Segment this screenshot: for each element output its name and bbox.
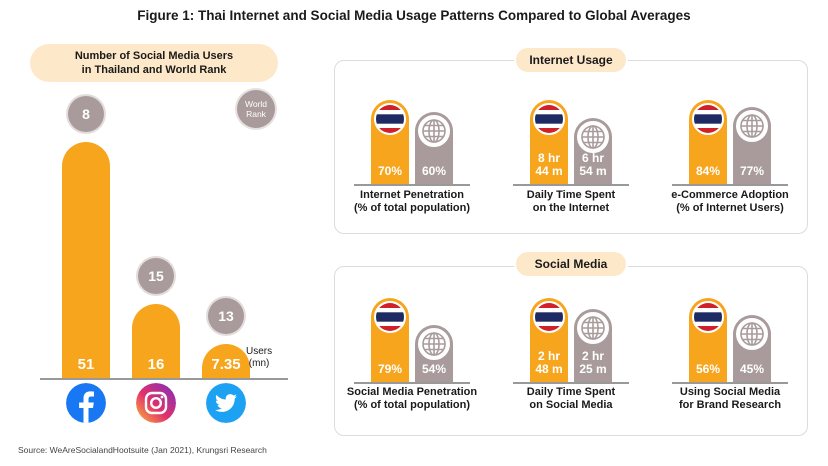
thailand-flag-icon [533, 301, 565, 333]
globe-icon [736, 317, 768, 350]
bar-value-label: 2 hr 48 m [535, 349, 563, 376]
bar-value-label: 54% [421, 361, 447, 376]
metric-label: Daily Time Spent on Social Media [526, 386, 616, 411]
thailand-bar: 2 hr 48 m [530, 298, 568, 382]
thailand-flag-icon [374, 301, 406, 333]
globe-icon [736, 110, 768, 142]
bar-value-label: 51 [77, 356, 95, 373]
social-media-title: Social Media [516, 252, 626, 276]
bar-value-label: 16 [147, 356, 165, 373]
metric-baseline [354, 184, 470, 186]
x-axis-line [40, 378, 288, 380]
metric-baseline [672, 382, 788, 384]
world-bar: 6 hr 54 m [574, 117, 612, 184]
users-unit-label: Users (mn) [246, 346, 273, 369]
globe-icon [577, 312, 609, 345]
source-note: Source: WeAreSocialandHootsuite (Jan 202… [18, 445, 267, 455]
bar-value-label: 2 hr 25 m [579, 348, 607, 376]
metric-label: Using Social Media for Brand Research [678, 386, 782, 411]
thailand-bar: 56% [689, 298, 727, 382]
thailand-bar: 79% [371, 298, 409, 382]
bar-twitter [202, 343, 250, 378]
world-rank-circle: 8 [68, 96, 104, 132]
metric-baseline [672, 184, 788, 186]
world-bar: 45% [733, 314, 771, 382]
bar-value-label: 7.35 [211, 356, 241, 373]
world-bar: 54% [415, 324, 453, 382]
thailand-bar: 70% [371, 100, 409, 184]
figure-title: Figure 1: Thai Internet and Social Media… [137, 8, 691, 23]
metric-label: Internet Penetration (% of total populati… [353, 189, 471, 214]
instagram-icon [136, 383, 176, 423]
metric-baseline [513, 184, 629, 186]
internet-usage-title: Internet Usage [516, 48, 626, 72]
world-bar: 77% [733, 107, 771, 184]
world-rank-circle: 15 [138, 257, 174, 294]
globe-icon [418, 115, 450, 147]
thailand-flag-icon [374, 103, 406, 135]
bar-instagram [132, 303, 180, 378]
metric-baseline [513, 382, 629, 384]
facebook-icon [66, 383, 106, 423]
world-rank-circle: 13 [208, 297, 244, 334]
bar-value-label: 45% [739, 362, 765, 376]
world-bar: 60% [415, 112, 453, 184]
metric-label: e-Commerce Adoption (% of Internet Users) [671, 189, 789, 214]
bar-value-label: 6 hr 54 m [579, 150, 607, 178]
metric-label: Daily Time Spent on the Internet [526, 189, 616, 214]
world-bar: 2 hr 25 m [574, 309, 612, 382]
bar-value-label: 60% [421, 164, 447, 178]
bar-value-label: 8 hr 44 m [535, 151, 563, 178]
thailand-bar: 8 hr 44 m [530, 100, 568, 184]
globe-icon [418, 327, 450, 360]
social-users-chart-title: Number of Social Media Users in Thailand … [30, 44, 278, 82]
twitter-icon [206, 383, 246, 423]
globe-icon [577, 120, 609, 153]
bar-value-label: 84% [695, 164, 721, 178]
bar-value-label: 79% [377, 362, 403, 376]
metric-label: Social Media Penetration (% of total popu… [346, 386, 478, 411]
bar-value-label: 77% [739, 164, 765, 178]
metric-baseline [354, 382, 470, 384]
bar-value-label: 70% [377, 164, 403, 178]
internet-usage-panel [334, 60, 808, 234]
thailand-bar: 84% [689, 100, 727, 184]
bar-facebook [62, 142, 110, 378]
thailand-flag-icon [692, 103, 724, 135]
thailand-flag-icon [533, 103, 565, 135]
thailand-flag-icon [692, 301, 724, 333]
social-media-panel [334, 266, 808, 436]
bar-value-label: 56% [695, 362, 721, 376]
world-rank-badge: World Rank [237, 90, 275, 128]
